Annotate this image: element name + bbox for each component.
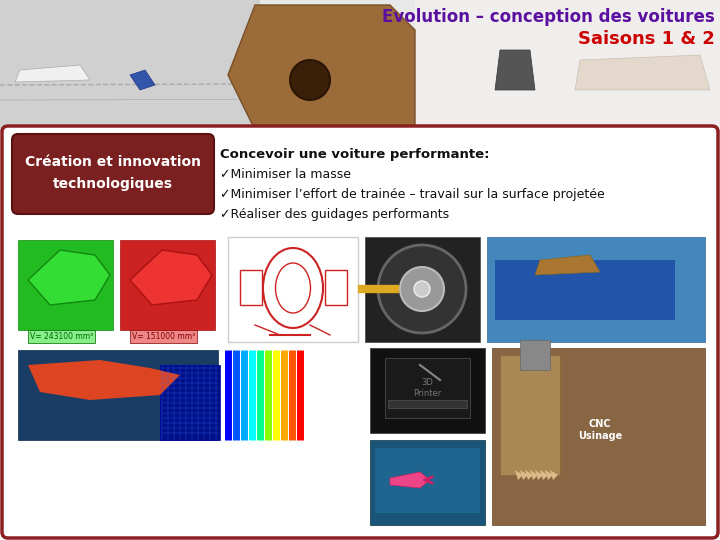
Circle shape [290,60,330,100]
Bar [120,240,215,330]
Bar [18,240,113,330]
Bar [492,348,705,525]
Text: technologiques: technologiques [53,177,173,191]
Polygon shape [130,250,212,305]
FancyBboxPatch shape [2,126,718,538]
Text: ✓Minimiser l’effort de trainée – travail sur la surface projetée: ✓Minimiser l’effort de trainée – travail… [220,188,605,201]
Text: Concevoir une voiture performante:: Concevoir une voiture performante: [220,148,490,161]
FancyBboxPatch shape [12,134,214,214]
Polygon shape [495,50,535,90]
Polygon shape [545,470,553,480]
Polygon shape [540,470,548,480]
Polygon shape [520,470,528,480]
Polygon shape [0,0,720,130]
Text: Evolution – conception des voitures: Evolution – conception des voitures [382,8,715,26]
Bar [487,237,705,342]
Bar [18,350,218,440]
Polygon shape [0,50,720,130]
Polygon shape [415,0,720,130]
Text: Saisons 1 & 2: Saisons 1 & 2 [578,30,715,48]
Text: V= 151000 mm³: V= 151000 mm³ [132,332,195,341]
Bar [375,448,480,513]
Bar [370,348,485,433]
Polygon shape [0,0,260,130]
Polygon shape [575,55,710,90]
Polygon shape [390,472,430,488]
Bar [385,358,470,418]
Polygon shape [130,70,155,90]
Bar [365,237,480,342]
Polygon shape [535,255,600,275]
Polygon shape [28,250,110,305]
Polygon shape [515,470,523,480]
Circle shape [378,245,466,333]
Text: 3D
Printer: 3D Printer [413,379,441,397]
Text: V= 243100 mm³: V= 243100 mm³ [30,332,94,341]
Bar [520,340,550,370]
Polygon shape [228,5,415,130]
Polygon shape [535,470,543,480]
Text: ✓Minimiser la masse: ✓Minimiser la masse [220,168,351,181]
Bar [500,355,560,475]
Bar [495,260,675,320]
Bar [325,270,347,305]
Bar [240,270,262,305]
Text: ✓Réaliser des guidages performants: ✓Réaliser des guidages performants [220,208,449,221]
Circle shape [414,281,430,297]
Bar [388,400,467,408]
Bar [370,440,485,525]
Polygon shape [15,65,90,82]
Polygon shape [28,360,180,400]
Circle shape [400,267,444,311]
Polygon shape [525,470,533,480]
Bar [228,237,358,342]
Text: CNC
Usinage: CNC Usinage [578,419,622,441]
Polygon shape [530,470,538,480]
Bar [160,365,220,440]
Polygon shape [550,470,558,480]
Text: Création et innovation: Création et innovation [25,155,201,169]
